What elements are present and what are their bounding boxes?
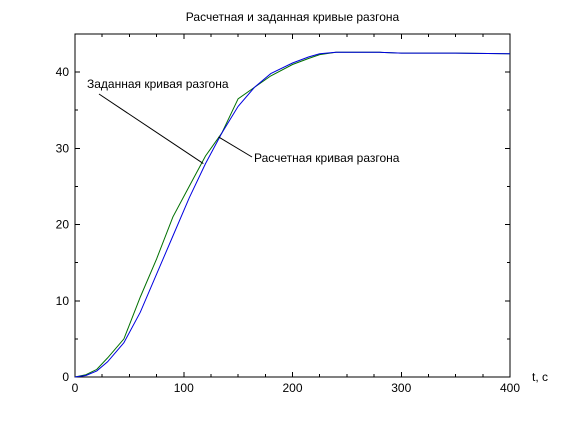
annotation-label-computed: Расчетная кривая разгона <box>254 151 400 165</box>
y-tick-label: 30 <box>56 141 70 155</box>
y-tick-label: 0 <box>62 370 69 384</box>
chart-title: Расчетная и заданная кривые разгона <box>185 10 400 24</box>
series-layer <box>74 51 511 378</box>
x-tick-label: 200 <box>282 381 302 395</box>
plot-frame <box>74 33 511 378</box>
annotation-label-target: Заданная кривая разгона <box>87 77 229 91</box>
x-axis-label: t, c <box>532 370 548 384</box>
annotation-leader-target <box>98 93 204 164</box>
x-tick-label: 0 <box>72 381 79 395</box>
annotation-leader-computed <box>218 136 253 158</box>
annotations-layer: Заданная кривая разгона Расчетная кривая … <box>87 77 400 165</box>
y-tick-label: 20 <box>56 218 70 232</box>
plot-area <box>74 33 511 378</box>
y-tick-label: 10 <box>56 294 70 308</box>
series-line-2 <box>74 51 511 378</box>
x-tick-label: 100 <box>174 381 194 395</box>
axis-ticks: 0 100 200 300 400 0 10 20 30 40 <box>56 33 520 395</box>
y-tick-label: 40 <box>56 65 70 79</box>
x-tick-label: 300 <box>391 381 411 395</box>
x-tick-label: 400 <box>500 381 520 395</box>
